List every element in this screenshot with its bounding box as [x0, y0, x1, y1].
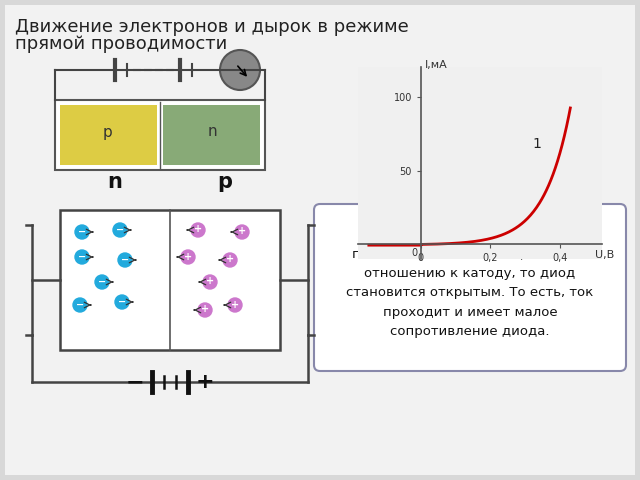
Text: Если анод обладает
положительным потенциалом по
отношению к катоду, то диод
стан: Если анод обладает положительным потенци… — [346, 228, 594, 338]
Text: −: − — [116, 225, 124, 235]
Text: U,B: U,B — [595, 250, 614, 260]
FancyBboxPatch shape — [60, 105, 157, 165]
Text: −: − — [118, 297, 126, 307]
Circle shape — [203, 275, 217, 289]
Text: +: + — [196, 372, 214, 392]
Circle shape — [181, 250, 195, 264]
Circle shape — [118, 253, 132, 267]
Circle shape — [115, 295, 129, 309]
Text: −: − — [125, 372, 144, 392]
Text: −: − — [76, 300, 84, 310]
Text: −: − — [121, 254, 129, 264]
FancyBboxPatch shape — [60, 210, 280, 350]
Text: прямой проводимости: прямой проводимости — [15, 35, 227, 53]
Text: +: + — [226, 254, 234, 264]
Text: p: p — [102, 124, 112, 140]
Text: +: + — [194, 225, 202, 235]
Circle shape — [223, 253, 237, 267]
Text: −: − — [98, 276, 106, 287]
Text: +: + — [238, 227, 246, 237]
Circle shape — [75, 250, 89, 264]
Text: −: − — [78, 252, 86, 262]
Text: +: + — [206, 276, 214, 287]
Circle shape — [75, 225, 89, 239]
Circle shape — [235, 225, 249, 239]
Circle shape — [228, 298, 242, 312]
Text: p: p — [218, 172, 232, 192]
FancyBboxPatch shape — [5, 5, 635, 475]
Circle shape — [113, 223, 127, 237]
Text: n: n — [207, 124, 217, 140]
FancyBboxPatch shape — [163, 105, 260, 165]
Circle shape — [198, 303, 212, 317]
Text: +: + — [184, 252, 192, 262]
Text: −: − — [78, 227, 86, 237]
Text: I,мА: I,мА — [424, 60, 447, 70]
Text: 0: 0 — [412, 248, 417, 258]
FancyBboxPatch shape — [314, 204, 626, 371]
Circle shape — [220, 50, 260, 90]
FancyBboxPatch shape — [55, 100, 265, 170]
Circle shape — [73, 298, 87, 312]
Circle shape — [191, 223, 205, 237]
Text: n: n — [108, 172, 122, 192]
Text: Движение электронов и дырок в режиме: Движение электронов и дырок в режиме — [15, 18, 409, 36]
Text: +: + — [201, 304, 209, 314]
Text: +: + — [231, 300, 239, 310]
Text: 1: 1 — [532, 137, 541, 151]
Circle shape — [95, 275, 109, 289]
